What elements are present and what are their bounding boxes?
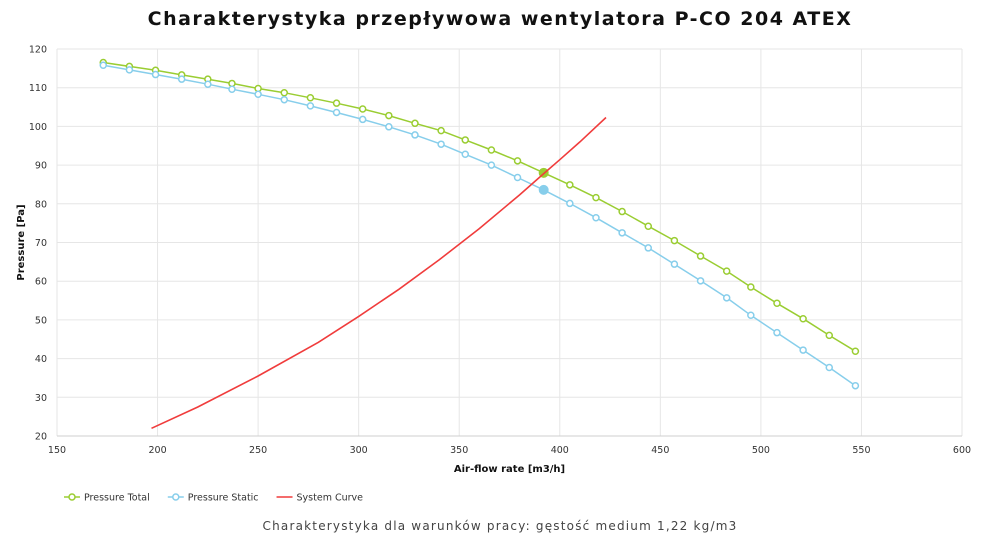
pressure-static-point (851, 381, 860, 390)
chart-title: Charakterystyka przepływowa wentylatora … (147, 8, 853, 30)
x-tick-label: 600 (953, 445, 971, 456)
x-tick-label: 350 (450, 445, 468, 456)
pressure-static-point (306, 102, 315, 110)
x-tick-label: 150 (48, 445, 66, 456)
y-tick-label: 70 (35, 238, 47, 249)
pressure-total-point (799, 314, 807, 323)
pressure-static-point (125, 66, 134, 74)
series-group (99, 58, 860, 430)
pressure-total-point (513, 157, 522, 165)
x-tick-label: 550 (852, 445, 870, 456)
x-tick-label: 300 (350, 445, 368, 456)
pressure-total-point (644, 222, 653, 230)
system-curve-line (151, 116, 607, 430)
pressure-static-point (385, 123, 393, 131)
pressure-static-operating-point (538, 184, 549, 195)
pressure-total-point (437, 126, 445, 135)
pressure-static-point (254, 90, 262, 99)
pressure-total-point (670, 236, 679, 245)
pressure-total-point (722, 267, 731, 275)
y-tick-label: 90 (35, 161, 47, 172)
pressure-total-point (747, 283, 755, 291)
y-tick-label: 80 (35, 199, 47, 210)
pressure-static-point (437, 140, 445, 148)
pressure-static-point (670, 260, 679, 268)
y-tick-label: 20 (35, 432, 47, 443)
x-tick-label: 400 (551, 445, 569, 456)
pressure-static-point (280, 95, 289, 104)
pressure-total-point (773, 299, 781, 308)
pressure-static-point (799, 346, 807, 354)
pressure-total-line (103, 61, 856, 352)
legend-pressure-static-marker (172, 493, 180, 501)
pressure-total-point (332, 99, 341, 107)
pressure-total-point (851, 347, 860, 355)
grid (56, 48, 963, 437)
pressure-total-point (411, 119, 419, 128)
pressure-total-point (696, 252, 705, 260)
pressure-total-point (280, 88, 289, 97)
pressure-static-point (151, 70, 160, 79)
pressure-static-point (644, 244, 653, 252)
pressure-static-point (204, 80, 212, 88)
pressure-total-point (385, 111, 393, 120)
pressure-total-point (358, 105, 367, 113)
y-tick-label: 30 (35, 393, 47, 404)
pressure-total-point (825, 331, 834, 340)
legend: Pressure Total Pressure Static System Curv… (64, 493, 363, 504)
x-tick-label: 200 (148, 445, 166, 456)
pressure-static-point (228, 85, 236, 93)
y-tick-label: 60 (35, 277, 47, 288)
pressure-total-point (306, 94, 315, 102)
pressure-static-point (487, 161, 496, 169)
y-tick-label: 40 (35, 354, 47, 365)
pressure-static-point (99, 61, 108, 70)
x-tick-label: 250 (249, 445, 267, 456)
pressure-static-point (461, 150, 470, 159)
legend-pressure-total-label: Pressure Total (84, 493, 150, 504)
pressure-static-point (177, 75, 186, 83)
pressure-total-point (592, 193, 600, 202)
legend-pressure-static-label: Pressure Static (188, 493, 259, 504)
x-tick-label: 500 (752, 445, 770, 456)
y-tick-label: 110 (29, 83, 47, 94)
pressure-static-point (332, 108, 341, 117)
pressure-static-point (773, 328, 781, 337)
x-tick-label: 450 (651, 445, 669, 456)
pressure-static-point (722, 294, 731, 302)
legend-pressure-total-marker (68, 493, 76, 501)
pressure-static-point (566, 199, 574, 208)
x-axis-label: Air-flow rate [m3/h] (454, 464, 565, 475)
pressure-static-point (411, 131, 419, 139)
pressure-total-point (487, 146, 496, 154)
pressure-static-point (618, 229, 626, 237)
pressure-static-point (747, 311, 755, 320)
pressure-static-point (825, 363, 834, 372)
y-tick-label: 100 (29, 122, 47, 133)
pressure-total-point (618, 207, 626, 216)
pressure-total-point (461, 136, 470, 144)
y-tick-label: 50 (35, 315, 47, 326)
y-tick-label: 120 (29, 45, 47, 56)
pressure-static-point (696, 277, 705, 285)
axes: 150 200 250 300 350 400 450 500 550 600 20 30 40 50 60… (16, 45, 971, 476)
chart-subtitle: Charakterystyka dla warunków pracy: gęst… (262, 519, 738, 533)
pressure-static-point (592, 213, 600, 222)
pressure-static-point (358, 115, 367, 124)
pressure-total-point (566, 181, 574, 189)
pressure-static-line (103, 64, 856, 387)
y-axis-label: Pressure [Pa] (16, 204, 27, 280)
legend-system-curve-label: System Curve (297, 493, 364, 504)
pressure-static-point (513, 173, 522, 182)
